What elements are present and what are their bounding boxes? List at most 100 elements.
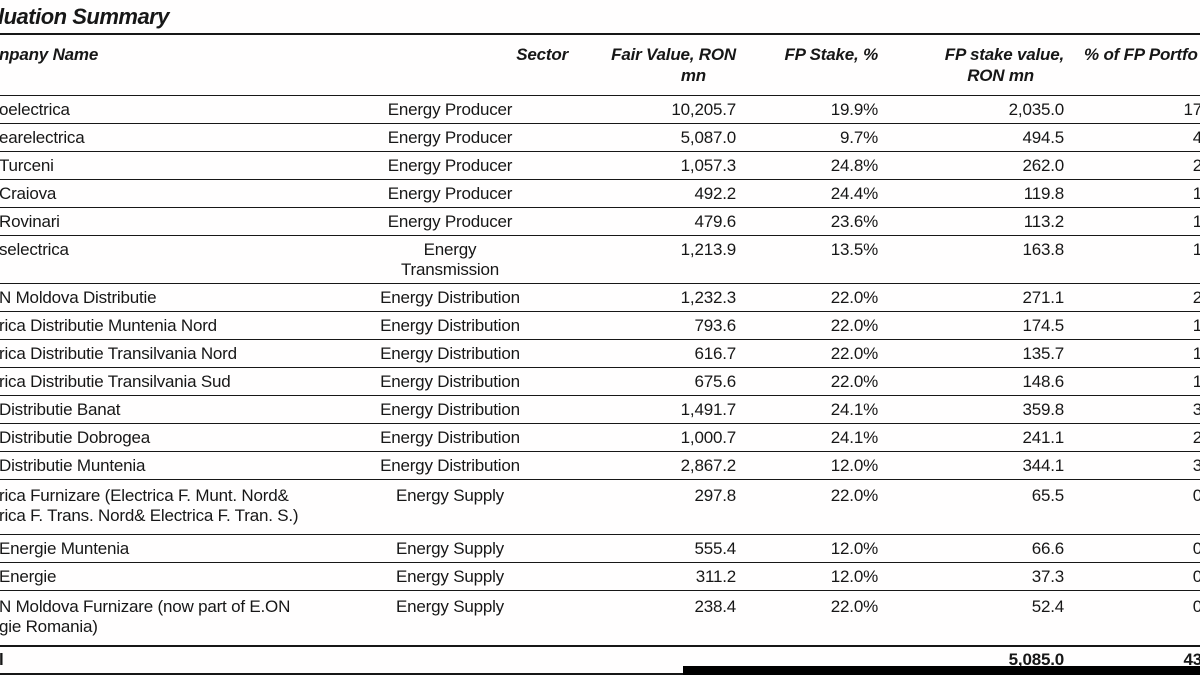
table-row: Energie Muntenia Energy Supply 555.4 12.…: [0, 534, 1200, 563]
table-row: Turceni Energy Producer 1,057.3 24.8% 26…: [0, 151, 1200, 180]
table-body: oelectrica Energy Producer 10,205.7 19.9…: [0, 96, 1200, 646]
fp-stake-value-cell: 113.2: [880, 207, 1070, 236]
company-name: N Moldova Distributie: [0, 288, 157, 307]
sector-cell: Energy Supply: [375, 479, 570, 535]
fp-portfolio-cell: 1: [1070, 207, 1200, 236]
company-cell: oelectrica: [0, 96, 375, 124]
fair-value-cell: 10,205.7: [671, 100, 736, 119]
fp-stake-value-cell: 174.5: [880, 311, 1070, 340]
header-fp-stake-value-line1: FP stake value,: [944, 45, 1064, 64]
fp-stake-value-cell: 66.6: [880, 534, 1070, 563]
valuation-table: npany Name Sector Fair Value, RON mn FP …: [0, 36, 1200, 675]
header-fp-stake: FP Stake, %: [740, 36, 880, 96]
company-name: rica Furnizare (Electrica F. Munt. Nord&: [0, 486, 289, 505]
fp-stake-cell: 24.1%: [740, 395, 880, 424]
company-name: oelectrica: [0, 100, 70, 119]
table-header: npany Name Sector Fair Value, RON mn FP …: [0, 36, 1200, 96]
company-name: rica Distributie Transilvania Sud: [0, 372, 231, 391]
fp-stake-value-cell: 148.6: [880, 367, 1070, 396]
sector-cell: Energy Supply: [375, 534, 570, 563]
fp-stake-cell: 22.0%: [740, 339, 880, 368]
company-cell: rica Distributie Transilvania Sud: [0, 367, 375, 396]
total-label: l: [0, 645, 375, 675]
fp-stake-cell: 13.5%: [740, 235, 880, 284]
fp-stake-value-cell: 37.3: [880, 562, 1070, 591]
sector-cell: Energy Producer: [375, 207, 570, 236]
sector-cell: Energy Producer: [375, 151, 570, 180]
fp-stake-value-cell: 494.5: [880, 123, 1070, 152]
fp-portfolio-cell: 1: [1070, 367, 1200, 396]
company-cell: Turceni: [0, 151, 375, 180]
fp-stake-value-cell: 65.5: [880, 479, 1070, 535]
company-name: Rovinari: [0, 212, 60, 231]
table-row: Distributie Muntenia Energy Distribution…: [0, 451, 1200, 480]
company-name-line2: gie Romania): [0, 617, 98, 636]
company-name: Turceni: [0, 156, 54, 175]
fp-portfolio-cell: 1: [1070, 339, 1200, 368]
sector-cell: Energy Supply: [375, 590, 570, 646]
company-name: N Moldova Furnizare (now part of E.ON: [0, 597, 291, 616]
sector-cell: Energy Producer: [375, 123, 570, 152]
company-name-line2: rica F. Trans. Nord& Electrica F. Tran. …: [0, 506, 299, 525]
header-fp-stake-value-line2: RON mn: [967, 66, 1034, 85]
fp-portfolio-cell: 2: [1070, 151, 1200, 180]
fair-value-cell: 311.2: [570, 562, 740, 591]
fp-portfolio-cell: 1: [1070, 311, 1200, 340]
company-name: Energie: [0, 567, 57, 586]
table-row: rica Distributie Muntenia Nord Energy Di…: [0, 311, 1200, 340]
fair-value-cell: 238.4: [570, 590, 740, 646]
page-title: luation Summary: [0, 0, 1200, 35]
fp-stake-value-cell: 344.1: [880, 451, 1070, 480]
company-name: selectrica: [0, 240, 69, 259]
table-row: N Moldova Furnizare (now part of E.ON gi…: [0, 590, 1200, 646]
company-cell: rica Distributie Muntenia Nord: [0, 311, 375, 340]
fp-stake-value-cell: 135.7: [880, 339, 1070, 368]
bottom-black-bar: [683, 666, 1200, 675]
fp-stake-cell: 22.0%: [740, 479, 880, 535]
sector-cell: Energy Distribution: [375, 311, 570, 340]
fp-portfolio-cell: 0: [1070, 534, 1200, 563]
fair-value-cell: 479.6: [570, 207, 740, 236]
fp-portfolio-cell: 2: [1070, 283, 1200, 312]
table-row: Craiova Energy Producer 492.2 24.4% 119.…: [0, 179, 1200, 208]
company-cell: Rovinari: [0, 207, 375, 236]
fp-portfolio-cell: 1: [1070, 179, 1200, 208]
company-name: Distributie Dobrogea: [0, 428, 150, 447]
fp-stake-value-cell: 163.8: [880, 235, 1070, 284]
fp-stake-value-cell: 359.8: [880, 395, 1070, 424]
fair-value-cell: 1,491.7: [570, 395, 740, 424]
table-row: rica Furnizare (Electrica F. Munt. Nord&…: [0, 479, 1200, 535]
fp-stake-cell: 12.0%: [740, 562, 880, 591]
fp-stake-cell: 22.0%: [740, 367, 880, 396]
table-row: oelectrica Energy Producer 10,205.7 19.9…: [0, 96, 1200, 124]
header-fair-value: Fair Value, RON mn: [570, 36, 740, 96]
company-cell: Energie: [0, 562, 375, 591]
sector-cell: Energy Producer: [375, 179, 570, 208]
table-row: rica Distributie Transilvania Sud Energy…: [0, 367, 1200, 396]
fp-stake-value-cell: 52.4: [880, 590, 1070, 646]
fp-stake-cell: 22.0%: [740, 590, 880, 646]
fair-value-cell: 616.7: [570, 339, 740, 368]
header-fair-value-line2: mn: [680, 66, 706, 85]
sector-cell: Energy Distribution: [375, 367, 570, 396]
fair-value-cell: 1,000.7: [570, 423, 740, 452]
table-row: earelectrica Energy Producer 5,087.0 9.7…: [0, 123, 1200, 152]
company-name: Energie Muntenia: [0, 539, 130, 558]
table-row: Rovinari Energy Producer 479.6 23.6% 113…: [0, 207, 1200, 236]
sector-cell: Energy Distribution: [375, 423, 570, 452]
fp-stake-value-cell: 241.1: [880, 423, 1070, 452]
sector-cell: Energy Distribution: [375, 339, 570, 368]
table-row: rica Distributie Transilvania Nord Energ…: [0, 339, 1200, 368]
sector-cell: Energy Transmission: [375, 235, 570, 284]
company-cell: Distributie Muntenia: [0, 451, 375, 480]
company-cell: N Moldova Furnizare (now part of E.ON gi…: [0, 590, 375, 646]
fp-stake-cell: 9.7%: [740, 123, 880, 152]
fp-stake-cell: 22.0%: [740, 311, 880, 340]
fp-stake-cell: 12.0%: [740, 451, 880, 480]
company-cell: rica Furnizare (Electrica F. Munt. Nord&…: [0, 479, 375, 535]
company-name: rica Distributie Transilvania Nord: [0, 344, 237, 363]
company-name: Distributie Muntenia: [0, 456, 146, 475]
header-row: npany Name Sector Fair Value, RON mn FP …: [0, 36, 1200, 96]
fp-portfolio-cell: 3: [1070, 395, 1200, 424]
